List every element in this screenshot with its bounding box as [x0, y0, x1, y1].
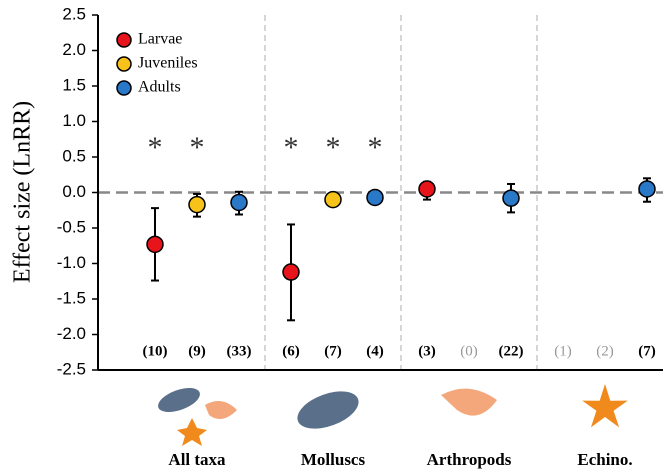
- sample-size: (4): [366, 343, 384, 359]
- significance-marker: *: [326, 131, 341, 164]
- point: [419, 181, 435, 197]
- y-tick-label: 0.5: [62, 146, 86, 165]
- legend-label: Adults: [138, 79, 181, 96]
- y-tick-label: 0.0: [62, 182, 86, 201]
- sample-size: (3): [418, 343, 436, 359]
- sample-size: (9): [188, 343, 206, 359]
- x-tick-label: All taxa: [168, 450, 226, 469]
- y-tick-label: 1.0: [62, 111, 86, 130]
- y-tick-label: 2.0: [62, 40, 86, 59]
- mussel-icon: [292, 384, 363, 436]
- mussel-icon: [155, 383, 203, 417]
- point: [503, 190, 519, 206]
- point: [147, 236, 163, 252]
- x-tick-label: Arthropods: [427, 450, 512, 469]
- significance-marker: *: [148, 131, 163, 164]
- sample-size: (22): [499, 343, 524, 359]
- legend-label: Juveniles: [138, 55, 198, 72]
- y-tick-label: -2.5: [57, 359, 86, 378]
- legend-marker: [117, 81, 131, 95]
- point: [367, 189, 383, 205]
- sample-size: (10): [143, 343, 168, 359]
- sample-size: (1): [554, 343, 572, 359]
- sample-size: (2): [596, 343, 614, 359]
- sample-size: (7): [324, 343, 342, 359]
- point: [283, 264, 299, 280]
- page: {"chart_data": { "type": "errorbar", "y_…: [0, 0, 663, 471]
- y-tick-label: -1.0: [57, 253, 86, 272]
- y-axis-label: Effect size (LnRR): [10, 101, 36, 283]
- significance-marker: *: [368, 131, 383, 164]
- x-tick-label: Echino.: [577, 450, 632, 469]
- y-tick-label: 2.5: [62, 4, 86, 23]
- point: [639, 181, 655, 197]
- legend-label: Larvae: [138, 31, 182, 48]
- point: [325, 192, 341, 208]
- significance-marker: *: [190, 131, 205, 164]
- sample-size: (7): [638, 343, 656, 359]
- x-tick-label: Molluscs: [301, 450, 366, 469]
- sample-size: (33): [227, 343, 252, 359]
- starfish-icon: [582, 384, 628, 427]
- starfish-icon: [177, 418, 207, 446]
- y-tick-label: 1.5: [62, 75, 86, 94]
- point: [231, 194, 247, 210]
- sample-size: (6): [282, 343, 300, 359]
- y-tick-label: -2.0: [57, 324, 86, 343]
- significance-marker: *: [284, 131, 299, 164]
- y-tick-label: -1.5: [57, 288, 86, 307]
- legend-marker: [117, 33, 131, 47]
- shrimp-icon: [205, 401, 237, 419]
- point: [189, 197, 205, 213]
- chart: Effect size (LnRR) 2.5 2.0 1.5 1.0 0.5 0.0 -0.…: [0, 0, 663, 471]
- shrimp-icon: [441, 389, 497, 416]
- y-tick-label: -0.5: [57, 217, 86, 236]
- sample-size: (0): [460, 343, 478, 359]
- legend-marker: [117, 57, 131, 71]
